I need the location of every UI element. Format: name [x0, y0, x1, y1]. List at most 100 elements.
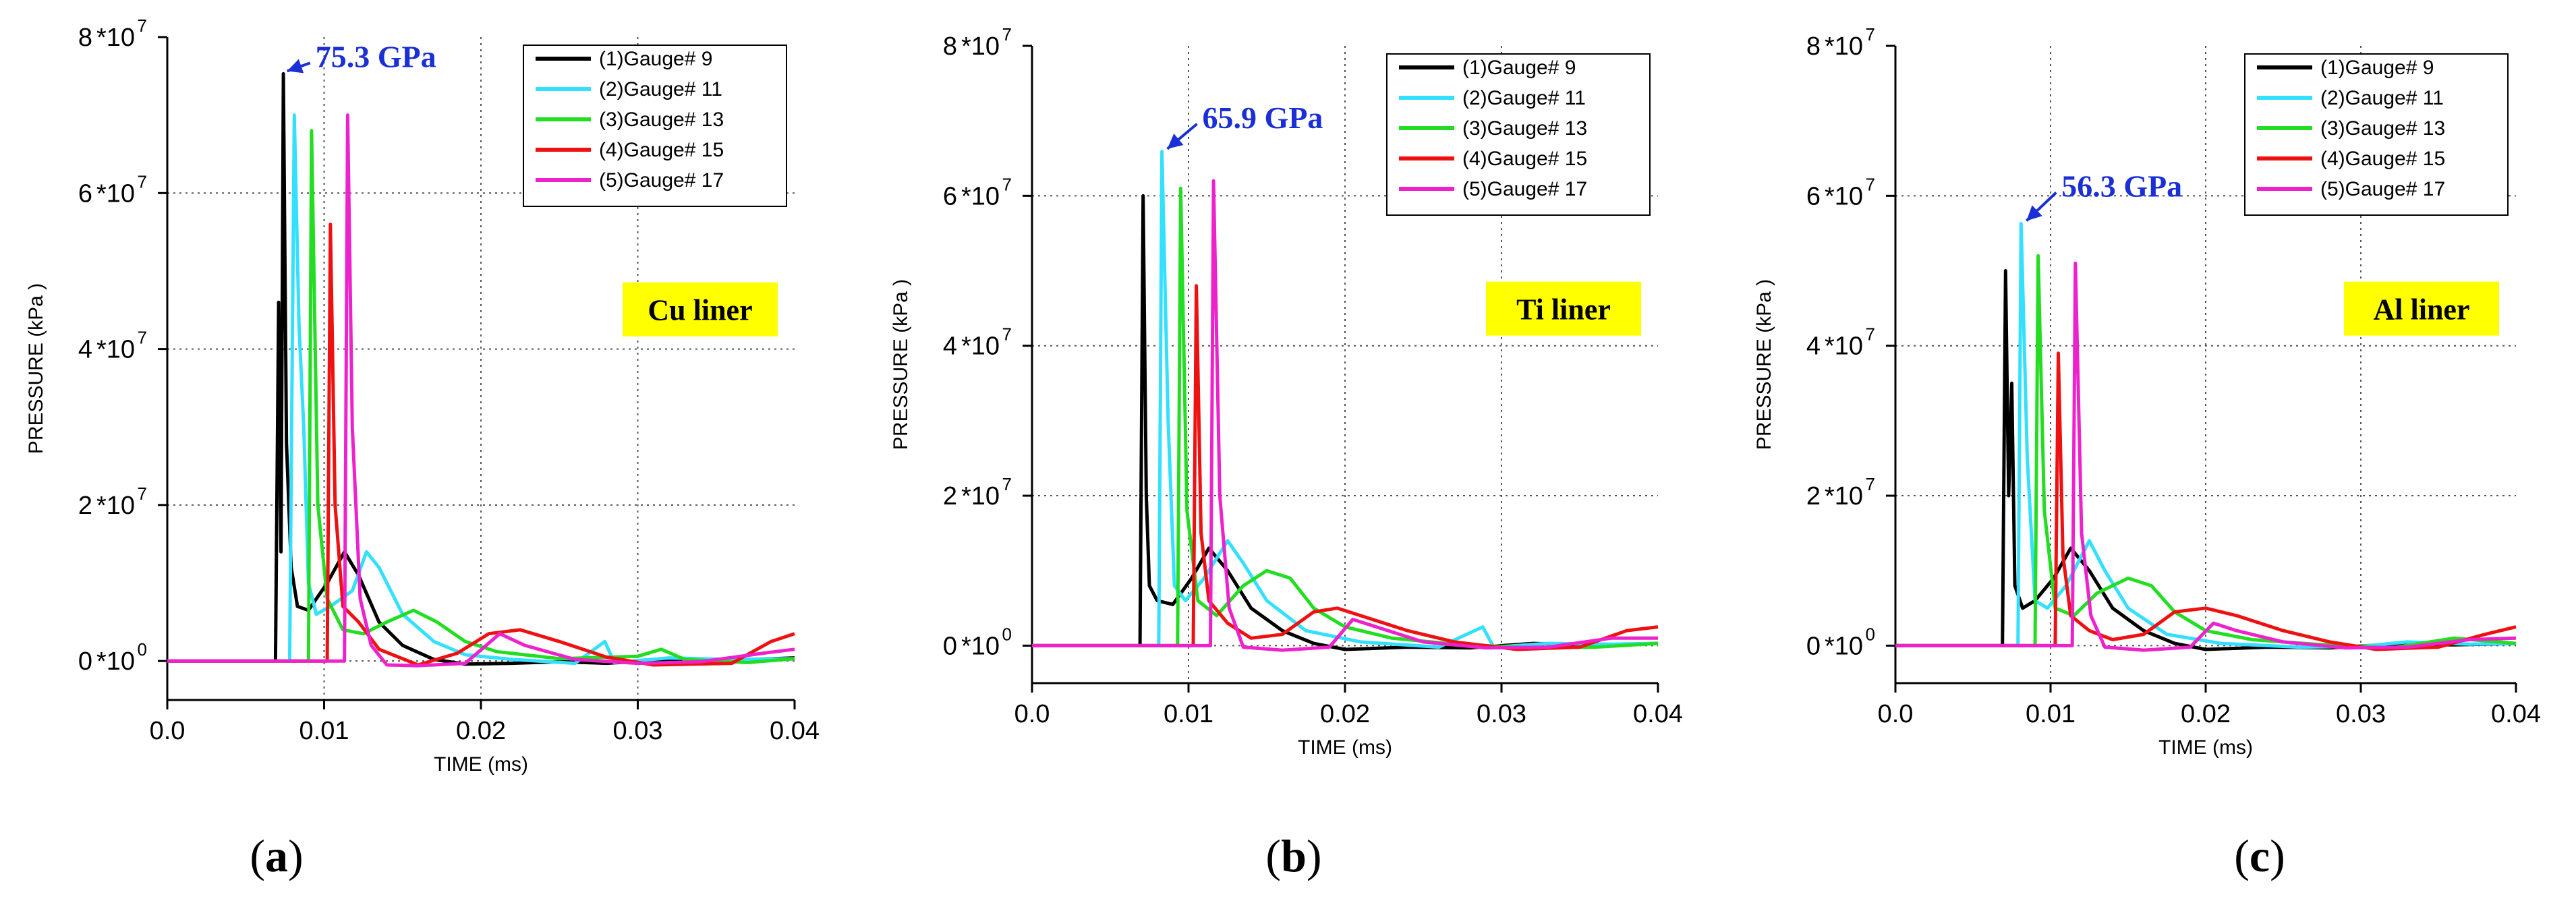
x-tick-label: 0.03 — [1477, 700, 1526, 728]
y-tick-label: 7*104 — [943, 324, 1012, 361]
y-tick-mantissa: 4 — [78, 336, 92, 364]
panel-caption: (c) — [2234, 830, 2285, 881]
y-tick-mantissa-base: *10 — [961, 32, 1000, 61]
y-tick-mantissa-base: *10 — [961, 632, 1000, 660]
x-tick-label: 0.0 — [150, 717, 185, 745]
y-tick-label: 7*108 — [78, 16, 147, 52]
y-tick-mantissa: 8 — [78, 24, 92, 52]
x-tick-label: 0.03 — [2336, 700, 2386, 728]
y-tick-mantissa: 2 — [78, 492, 92, 520]
legend-label-gauge-4: (4)Gauge# 15 — [1462, 148, 1587, 170]
y-tick-exponent: 0 — [138, 639, 147, 660]
legend-label-gauge-1: (1)Gauge# 9 — [599, 48, 712, 70]
series-line-gauge-5 — [1895, 261, 2517, 652]
material-tag-background — [2344, 281, 2499, 336]
legend-label-gauge-1: (1)Gauge# 9 — [2320, 57, 2434, 79]
panel-caption: (b) — [1265, 830, 1321, 881]
y-tick-exponent: 7 — [1866, 24, 1875, 45]
legend-label-gauge-2: (2)Gauge# 11 — [599, 78, 722, 100]
y-tick-mantissa-base: *10 — [1825, 632, 1863, 660]
y-tick-mantissa-base: *10 — [1825, 182, 1863, 210]
material-tag-label: Cu liner — [648, 294, 752, 327]
caption-open-paren: ( — [250, 830, 265, 881]
y-tick-mantissa: 8 — [943, 32, 957, 61]
y-tick-mantissa-base: *10 — [961, 182, 1000, 210]
peak-arrow-head — [1167, 134, 1184, 149]
legend-label-gauge-2: (2)Gauge# 11 — [2320, 87, 2444, 109]
legend-label-gauge-3: (3)Gauge# 13 — [2320, 117, 2445, 140]
y-tick-label: 7*108 — [1806, 24, 1875, 61]
caption-letter: b — [1281, 830, 1307, 881]
caption-close-paren: ) — [288, 830, 304, 881]
y-tick-label: 0*100 — [943, 624, 1012, 660]
legend-label-gauge-1: (1)Gauge# 9 — [1462, 57, 1576, 79]
x-tick-label: 0.0 — [1014, 700, 1050, 728]
chart-panel-c: 0.0 0.01 0.02 0.03 0.040*1007*1027*1047*1067… — [1753, 24, 2541, 881]
x-axis-title: TIME (ms) — [1298, 736, 1392, 759]
y-tick-mantissa-base: *10 — [96, 647, 135, 676]
y-tick-label: 7*102 — [1806, 474, 1875, 510]
material-tag: Cu liner — [623, 282, 778, 337]
x-tick-label: 0.02 — [456, 717, 506, 745]
peak-annotation: 56.3 GPa — [2025, 169, 2182, 222]
y-tick-label: 7*106 — [1806, 174, 1875, 210]
legend-label-gauge-2: (2)Gauge# 11 — [1462, 87, 1586, 109]
y-tick-mantissa-base: *10 — [96, 24, 135, 52]
legend: (1)Gauge# 9 (2)Gauge# 11 (3)Gauge# 13 (4)Ga… — [1386, 53, 1651, 216]
y-tick-label: 7*104 — [1806, 324, 1875, 361]
y-tick-label: 0*100 — [1806, 624, 1875, 660]
caption-open-paren: ( — [2234, 830, 2250, 881]
material-tag-label: Al liner — [2374, 293, 2470, 326]
material-tag-background — [1486, 281, 1641, 336]
peak-value-label: 75.3 GPa — [316, 39, 436, 74]
peak-arrow-head — [2026, 205, 2042, 221]
y-tick-mantissa: 6 — [78, 179, 92, 208]
y-tick-mantissa: 6 — [943, 182, 957, 210]
y-tick-exponent: 7 — [1866, 324, 1875, 345]
y-tick-exponent: 7 — [1866, 474, 1875, 494]
legend-label-gauge-3: (3)Gauge# 13 — [1462, 117, 1587, 140]
legend-label-gauge-5: (5)Gauge# 17 — [599, 169, 724, 192]
y-tick-exponent: 7 — [1002, 174, 1012, 194]
y-tick-exponent: 7 — [1002, 24, 1012, 45]
series-line-gauge-1 — [167, 71, 795, 666]
x-tick-label: 0.04 — [1633, 700, 1683, 728]
x-tick-label: 0.01 — [2026, 700, 2076, 728]
y-tick-label: 7*102 — [78, 484, 147, 520]
material-tag: Ti liner — [1486, 281, 1641, 336]
caption-letter: c — [2250, 830, 2270, 881]
y-tick-label: 0*100 — [78, 639, 147, 676]
y-tick-mantissa-base: *10 — [1825, 32, 1863, 61]
y-tick-exponent: 7 — [1002, 324, 1012, 345]
peak-annotation: 75.3 GPa — [287, 39, 436, 74]
x-tick-label: 0.02 — [1320, 700, 1370, 728]
y-tick-exponent: 7 — [138, 328, 147, 348]
y-tick-label: 7*108 — [943, 24, 1012, 61]
y-axis-title: PRESSURE (kPa ) — [890, 279, 912, 450]
legend: (1)Gauge# 9 (2)Gauge# 11 (3)Gauge# 13 (4)Ga… — [523, 45, 787, 207]
caption-open-paren: ( — [1265, 830, 1281, 881]
material-tag-background — [623, 282, 778, 337]
series-group — [167, 71, 795, 668]
legend-label-gauge-4: (4)Gauge# 15 — [2320, 148, 2445, 170]
legend-label-gauge-3: (3)Gauge# 13 — [599, 109, 724, 131]
x-tick-label: 0.03 — [613, 717, 663, 745]
x-tick-label: 0.01 — [1164, 700, 1213, 728]
series-group — [1032, 150, 1659, 652]
y-tick-mantissa-base: *10 — [1825, 332, 1863, 361]
y-tick-mantissa: 4 — [1806, 332, 1821, 361]
material-tag: Al liner — [2344, 281, 2499, 336]
y-tick-mantissa: 2 — [1806, 482, 1821, 510]
y-tick-mantissa: 4 — [943, 332, 957, 361]
chart-panel-a: 0.0 0.01 0.02 0.03 0.040*1007*1027*1047*1067… — [25, 16, 820, 881]
y-tick-mantissa: 0 — [78, 647, 92, 676]
peak-arrow-head — [287, 59, 304, 74]
caption-letter: a — [265, 830, 288, 881]
y-tick-mantissa-base: *10 — [96, 492, 135, 520]
chart-panel-b: 0.0 0.01 0.02 0.03 0.040*1007*1027*1047*1067… — [890, 24, 1683, 881]
legend: (1)Gauge# 9 (2)Gauge# 11 (3)Gauge# 13 (4)Ga… — [2244, 53, 2509, 216]
x-axis-title: TIME (ms) — [2158, 736, 2253, 759]
x-axis-title: TIME (ms) — [434, 753, 528, 776]
y-tick-exponent: 0 — [1866, 624, 1875, 644]
